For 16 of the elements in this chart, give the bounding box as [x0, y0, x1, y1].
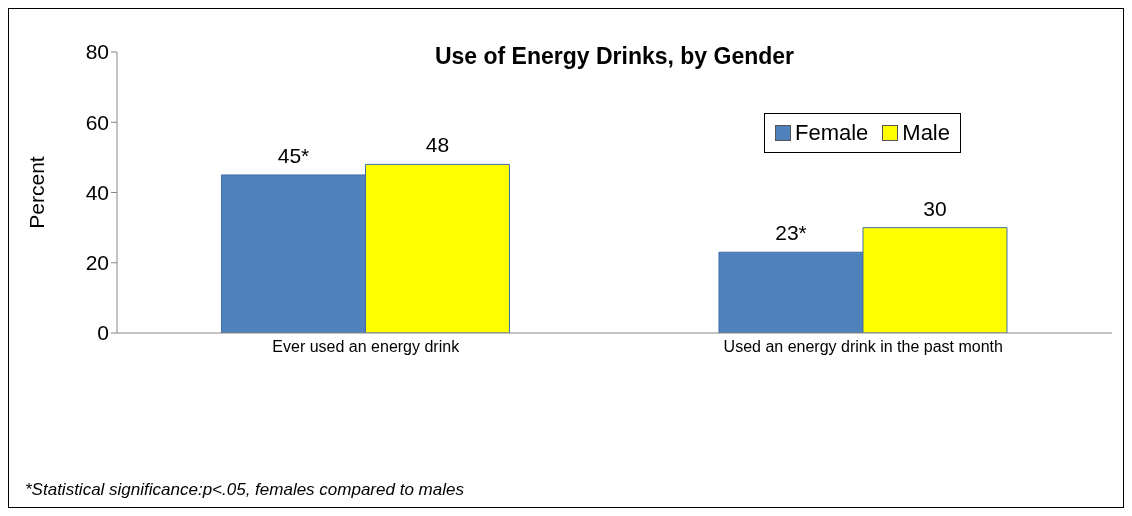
- y-tick-label: 60: [85, 110, 109, 134]
- y-tick-label: 20: [85, 251, 109, 275]
- data-label: 48: [425, 133, 450, 157]
- data-label: 23*: [775, 221, 807, 245]
- legend-label: Male: [902, 120, 950, 146]
- x-tick-label: Ever used an energy drink: [272, 338, 461, 356]
- y-tick-label: 80: [85, 40, 109, 64]
- data-label: 30: [923, 196, 947, 220]
- legend-label: Female: [794, 120, 869, 146]
- x-tick-label: Used an energy drink in the past month: [723, 338, 1003, 356]
- text: *Statistical significance:p<.05, females compared to males: [25, 480, 464, 500]
- data-label: 45*: [277, 143, 310, 167]
- y-tick-label: 40: [85, 180, 109, 204]
- y-axis-title: Percent: [25, 156, 49, 229]
- chart-title: Use of Energy Drinks, by Gender: [433, 43, 796, 70]
- y-tick-label: 0: [97, 321, 109, 345]
